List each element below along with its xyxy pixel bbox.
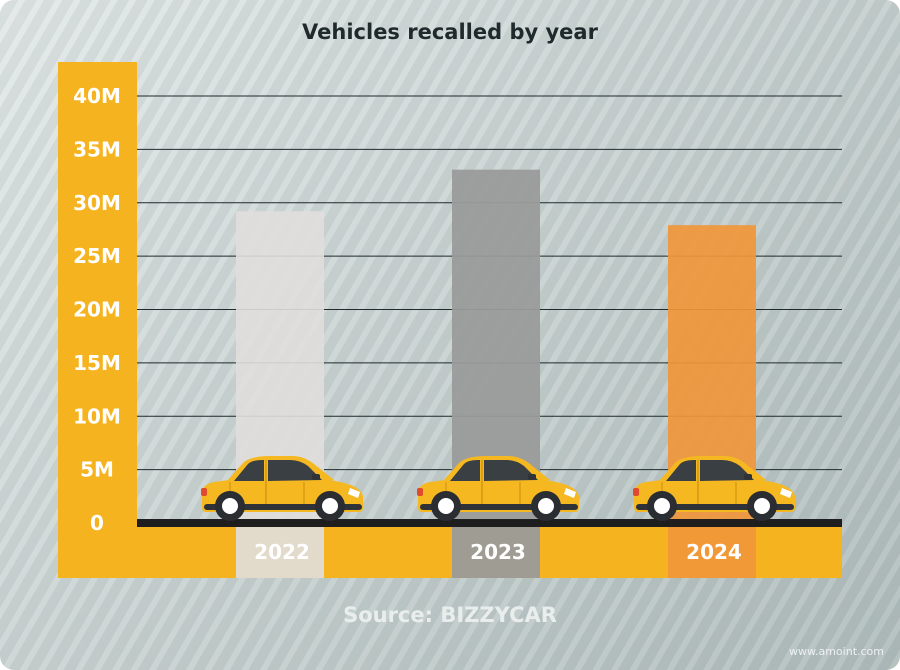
car-icon — [633, 456, 795, 521]
car-wheel-hub — [322, 498, 338, 514]
car-headlight — [564, 488, 576, 498]
y-tick-label: 15M — [73, 351, 121, 375]
car-taillight — [633, 488, 639, 496]
watermark-text: www.amoint.com — [789, 645, 884, 658]
x-tick-label: 2023 — [470, 540, 526, 564]
car-window — [700, 460, 754, 481]
y-tick-label: 0 — [90, 511, 104, 535]
car-window — [484, 460, 538, 481]
bar — [452, 169, 540, 578]
car-taillight — [201, 488, 207, 496]
bar — [236, 211, 324, 579]
car-window — [666, 460, 696, 481]
car-window — [268, 460, 322, 481]
y-tick-label: 20M — [73, 298, 121, 322]
car-window — [450, 460, 480, 481]
source-text: Source: BIZZYCAR — [343, 603, 557, 627]
chart-title: Vehicles recalled by year — [302, 20, 598, 44]
car-icon — [201, 456, 363, 521]
y-tick-label: 25M — [73, 244, 121, 268]
car-wheel-hub — [538, 498, 554, 514]
x-tick-label: 2024 — [686, 540, 742, 564]
car-mirror — [312, 474, 320, 480]
car-wheel-hub — [438, 498, 454, 514]
car-icon — [417, 456, 579, 521]
y-tick-label: 5M — [80, 458, 114, 482]
y-tick-label: 40M — [73, 84, 121, 108]
y-tick-label: 10M — [73, 404, 121, 428]
car-mirror — [744, 474, 752, 480]
car-wheel-hub — [654, 498, 670, 514]
road-line — [137, 519, 842, 527]
car-mirror — [528, 474, 536, 480]
car-wheel-hub — [754, 498, 770, 514]
car-window — [234, 460, 264, 481]
car-headlight — [348, 488, 360, 498]
car-headlight — [780, 488, 792, 498]
x-tick-label: 2022 — [254, 540, 310, 564]
y-tick-label: 30M — [73, 191, 121, 215]
car-wheel-hub — [222, 498, 238, 514]
y-tick-label: 35M — [73, 137, 121, 161]
y-axis-panel — [58, 62, 137, 578]
car-taillight — [417, 488, 423, 496]
